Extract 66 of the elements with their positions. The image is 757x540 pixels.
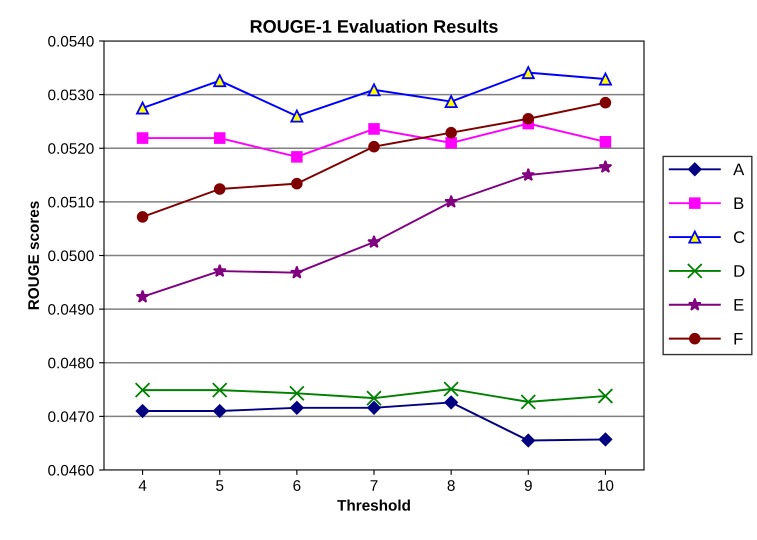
legend-label: F bbox=[734, 333, 743, 344]
y-tick-label: 0.0500 bbox=[48, 250, 94, 262]
y-axis-title: ROUGE scores bbox=[28, 201, 39, 310]
legend-label: B bbox=[734, 198, 744, 210]
x-tick-label: 4 bbox=[138, 480, 146, 491]
legend-label: E bbox=[734, 299, 744, 311]
point bbox=[445, 126, 457, 138]
x-tick-label: 5 bbox=[216, 480, 224, 491]
point bbox=[522, 112, 534, 125]
point bbox=[214, 183, 226, 195]
point bbox=[367, 234, 381, 248]
point bbox=[521, 168, 536, 182]
x-tick-label: 6 bbox=[293, 480, 300, 491]
point bbox=[598, 72, 612, 86]
point bbox=[367, 400, 381, 415]
point bbox=[600, 136, 612, 148]
point bbox=[212, 404, 227, 418]
legend-label: C bbox=[734, 231, 745, 244]
point bbox=[520, 394, 536, 410]
point bbox=[366, 390, 382, 406]
x-tick-label: 8 bbox=[448, 480, 455, 491]
point bbox=[136, 290, 150, 303]
point bbox=[600, 96, 612, 108]
chart-title: ROUGE-1 Evaluation Results bbox=[250, 20, 498, 33]
point bbox=[214, 132, 226, 144]
point bbox=[291, 151, 303, 163]
point bbox=[136, 132, 148, 144]
point bbox=[598, 388, 614, 404]
point bbox=[136, 102, 150, 114]
point bbox=[444, 194, 458, 208]
point bbox=[212, 382, 228, 398]
point bbox=[521, 434, 536, 448]
y-tick-label: 0.0520 bbox=[48, 143, 94, 154]
y-tick-label: 0.0490 bbox=[48, 304, 94, 315]
point bbox=[213, 74, 226, 88]
y-tick-label: 0.0480 bbox=[48, 358, 94, 368]
point bbox=[289, 385, 305, 402]
point bbox=[445, 137, 457, 149]
y-tick-label: 0.0540 bbox=[48, 36, 94, 47]
x-tick-label: 9 bbox=[524, 480, 532, 491]
y-tick-label: 0.0510 bbox=[48, 196, 94, 208]
point bbox=[290, 110, 304, 123]
point bbox=[212, 264, 227, 278]
point bbox=[136, 211, 148, 223]
point bbox=[522, 66, 535, 80]
point bbox=[598, 432, 612, 446]
point bbox=[134, 382, 150, 398]
x-axis-title: Threshold bbox=[337, 500, 410, 511]
point bbox=[368, 83, 380, 96]
point bbox=[444, 396, 458, 410]
point bbox=[290, 266, 304, 279]
legend-label: D bbox=[734, 265, 744, 277]
y-tick-label: 0.0530 bbox=[48, 89, 94, 100]
x-tick-label: 10 bbox=[598, 480, 614, 491]
x-tick-label: 7 bbox=[370, 480, 378, 491]
point bbox=[444, 95, 458, 108]
point bbox=[136, 404, 150, 418]
point bbox=[291, 178, 303, 190]
y-tick-label: 0.0470 bbox=[48, 411, 94, 422]
point bbox=[368, 140, 380, 152]
point bbox=[598, 160, 612, 173]
point bbox=[443, 381, 459, 397]
point bbox=[368, 123, 380, 135]
legend-label: A bbox=[733, 164, 744, 176]
point bbox=[290, 400, 304, 415]
y-tick-label: 0.0460 bbox=[48, 464, 94, 476]
